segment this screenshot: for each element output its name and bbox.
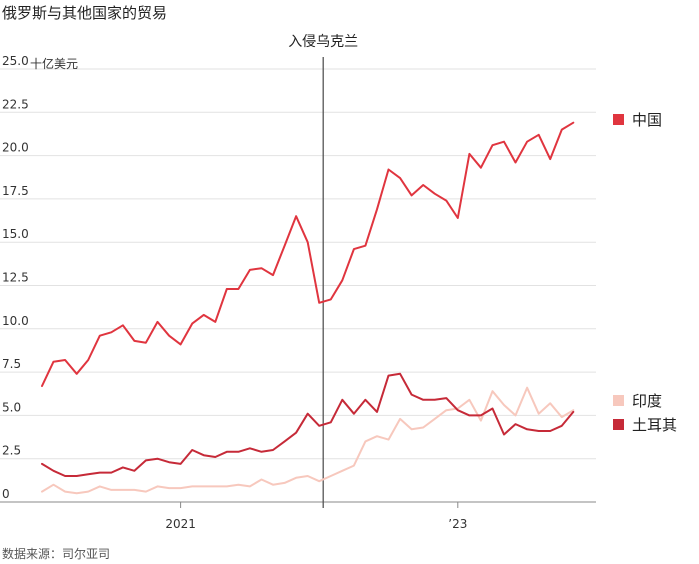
invasion-label: 入侵乌克兰: [288, 33, 358, 50]
legend-swatch-1: [613, 395, 624, 406]
gridlines: [0, 68, 596, 503]
y-tick-label: 17.5: [2, 184, 29, 198]
y-tick-label: 25.0: [2, 54, 29, 68]
y-tick-label: 7.5: [2, 357, 21, 371]
series-lines: [41, 121, 575, 495]
x-axis: 2021 ’23: [165, 502, 467, 531]
legend-label-2: 土耳其: [632, 416, 677, 434]
series-line-1: [41, 386, 575, 495]
x-tick-label: 2021: [165, 517, 196, 531]
series-line-0: [41, 121, 575, 387]
invasion-annotation: 入侵乌克兰: [288, 33, 358, 508]
source-note: 数据来源：司尔亚司: [2, 546, 110, 561]
y-tick-label: 15.0: [2, 227, 29, 241]
y-tick-label: 12.5: [2, 271, 29, 285]
chart-title: 俄罗斯与其他国家的贸易: [2, 4, 167, 22]
y-tick-label: 5.0: [2, 400, 21, 414]
legend-label-0: 中国: [632, 111, 662, 129]
y-tick-label: 22.5: [2, 97, 29, 111]
series-line-2: [41, 372, 575, 477]
y-axis-unit-label: 十亿美元: [30, 56, 78, 71]
y-tick-label: 0: [2, 487, 10, 501]
x-tick-label: ’23: [448, 517, 467, 531]
legend-swatch-2: [613, 419, 624, 430]
legend-swatch-0: [613, 114, 624, 125]
y-tick-label: 2.5: [2, 444, 21, 458]
legend-label-1: 印度: [632, 392, 662, 410]
y-tick-label: 10.0: [2, 314, 29, 328]
y-axis-ticks: 0 2.5 5.0 7.5 10.0 12.5 15.0 17.5 20.0 22.5 25.0: [2, 54, 29, 501]
y-tick-label: 20.0: [2, 141, 29, 155]
